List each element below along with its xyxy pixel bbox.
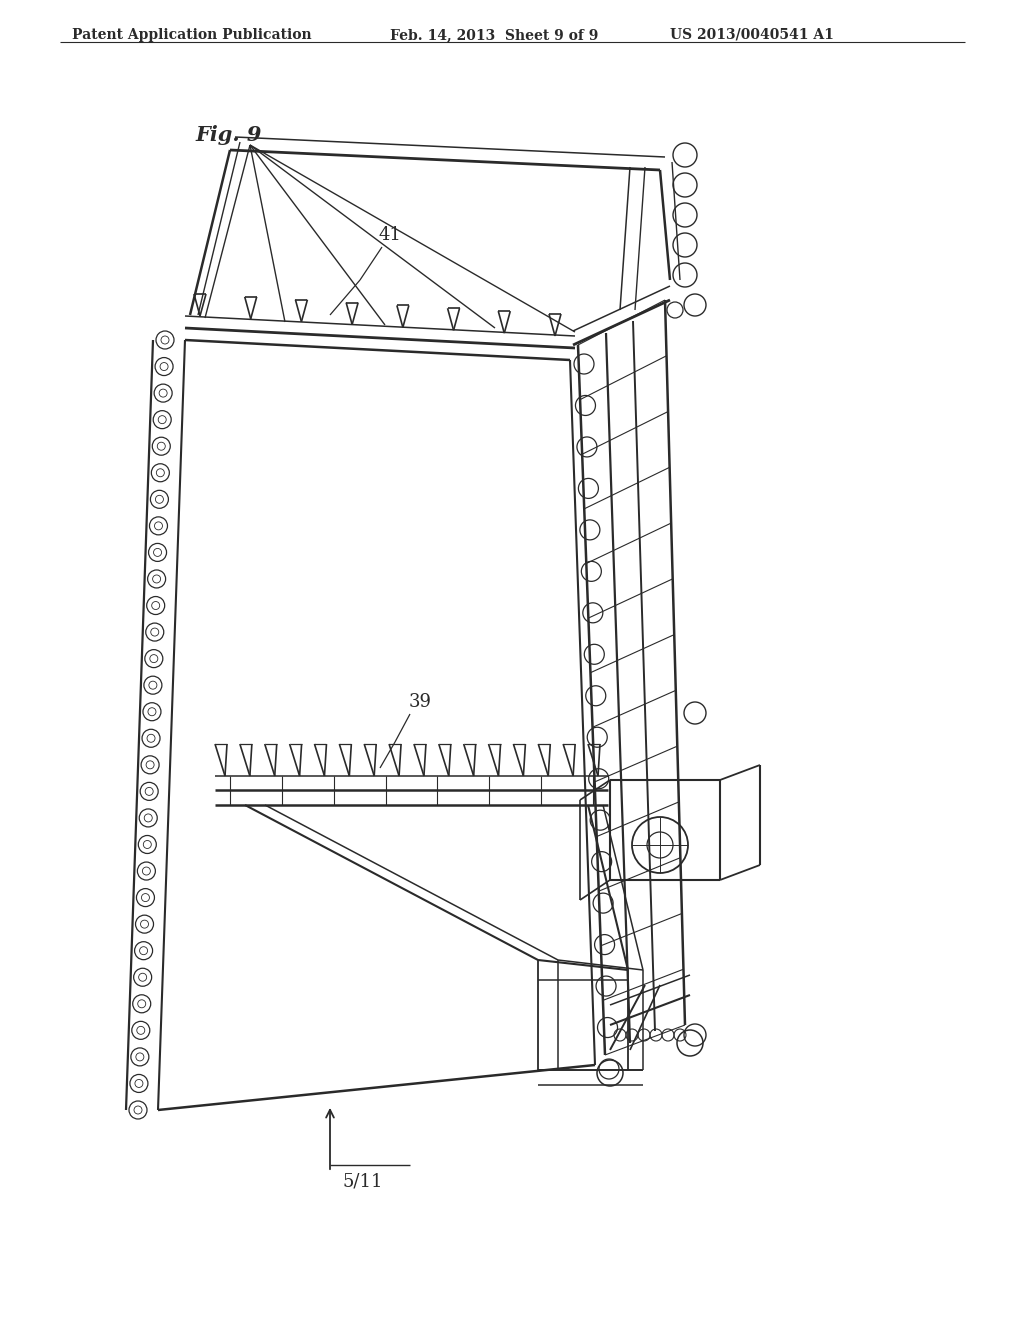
Text: Patent Application Publication: Patent Application Publication [72,28,311,42]
Text: Feb. 14, 2013  Sheet 9 of 9: Feb. 14, 2013 Sheet 9 of 9 [390,28,598,42]
Text: 5/11: 5/11 [343,1172,384,1191]
Text: 39: 39 [409,693,431,711]
Text: 41: 41 [379,226,401,244]
Text: Fig. 9: Fig. 9 [195,125,261,145]
Text: US 2013/0040541 A1: US 2013/0040541 A1 [670,28,834,42]
